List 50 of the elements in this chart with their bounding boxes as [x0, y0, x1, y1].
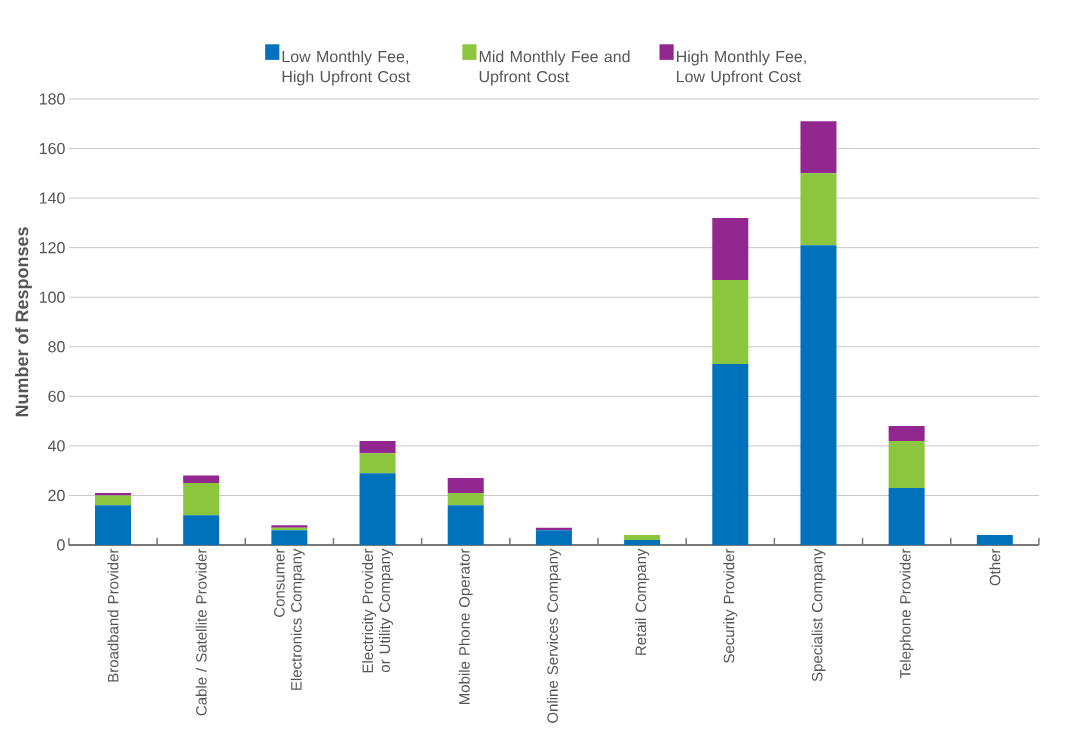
bar	[888, 440, 925, 489]
bar	[800, 173, 837, 246]
x-tick-label: Mobile Phone Operator	[458, 548, 473, 705]
bar	[888, 488, 925, 545]
x-tick-label: Security Provider	[723, 548, 738, 663]
x-tick-label: Online Services Company	[546, 548, 561, 723]
y-tick-label: 60	[48, 390, 65, 402]
legend-label: Mid Monthly Fee and Upfront Cost	[479, 50, 630, 86]
x-tick-label: Cable / Satellite Provider	[195, 548, 207, 716]
bar	[359, 440, 396, 454]
bar	[888, 426, 925, 441]
x-tick-label: Retail Company	[635, 548, 650, 655]
y-tick-label: 180	[39, 93, 65, 105]
bar	[976, 535, 1013, 545]
bar	[800, 245, 837, 545]
bar	[271, 530, 308, 545]
x-tick-label: Telephone Provider	[899, 548, 914, 679]
x-tick-label: Broadband Provider	[107, 548, 119, 682]
y-tick-label: 40	[47, 440, 65, 452]
bar	[800, 121, 837, 174]
y-tick-label: 160	[39, 142, 65, 155]
bar	[447, 492, 484, 506]
y-tick-label: 120	[39, 242, 65, 254]
bar	[624, 535, 661, 541]
bar	[359, 453, 396, 474]
x-tick-label: Specialist Company	[811, 548, 826, 682]
y-tick-label: 80	[48, 341, 65, 353]
bar	[447, 505, 484, 545]
y-tick-label: 100	[39, 291, 65, 303]
x-tick-label: Electricity Provider or Utility Company	[362, 548, 394, 673]
bar	[183, 515, 220, 545]
y-tick-label: 140	[39, 192, 65, 204]
y-tick-label: 0	[57, 539, 65, 551]
bar	[712, 364, 749, 545]
legend-label: Low Monthly Fee, High Upfront Cost	[282, 50, 411, 86]
legend-label: High Monthly Fee, Low Upfront Cost	[676, 50, 806, 86]
bar	[624, 540, 661, 545]
y-axis-title: Number of Responses	[15, 227, 32, 417]
bar	[183, 483, 220, 516]
bar	[359, 473, 396, 545]
bar	[183, 475, 220, 484]
bar	[95, 495, 131, 506]
x-tick-label: Other	[989, 548, 1001, 586]
y-tick-label: 20	[48, 489, 65, 502]
bar	[712, 279, 749, 365]
bar	[712, 217, 749, 280]
bar	[95, 505, 131, 545]
bar	[447, 478, 484, 493]
x-tick-label: Consumer Electronics Company	[274, 548, 305, 690]
bar	[535, 530, 572, 545]
